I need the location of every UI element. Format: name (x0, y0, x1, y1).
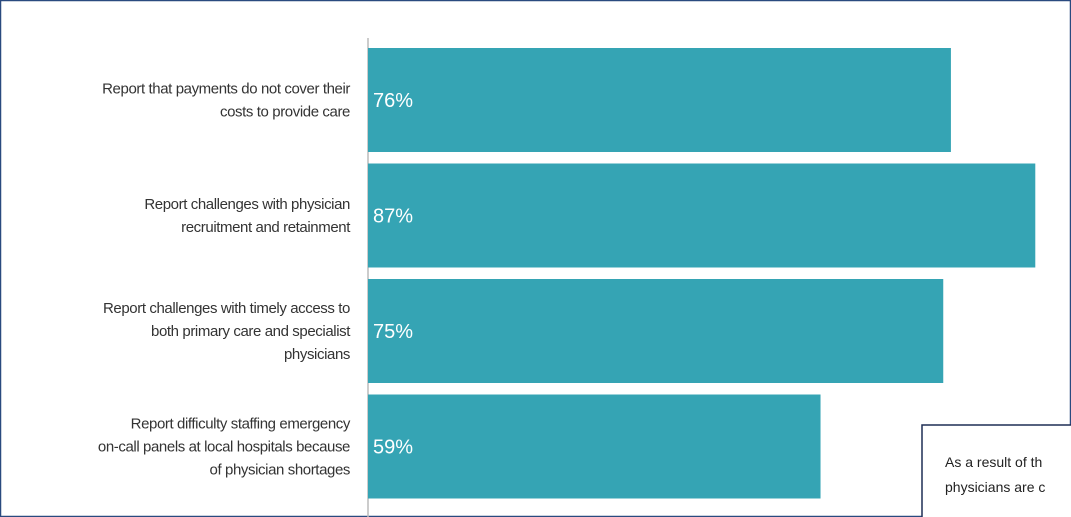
bar (368, 163, 1036, 268)
value-label: 59% (373, 437, 413, 459)
category-label: Report challenges with physician (144, 196, 350, 213)
annotation-text: As a result of th (945, 454, 1042, 470)
category-label: Report that payments do not cover their (102, 81, 350, 98)
bar (368, 48, 951, 152)
annotation-box (921, 424, 1071, 517)
value-label: 87% (373, 206, 413, 228)
value-label: 76% (373, 90, 413, 112)
category-label: costs to provide care (220, 104, 350, 121)
category-label: Report difficulty staffing emergency (131, 416, 351, 433)
category-label: both primary care and specialist (151, 323, 351, 340)
category-label: recruitment and retainment (181, 219, 351, 236)
category-label: of physician shortages (210, 462, 350, 479)
value-label: 75% (373, 321, 413, 343)
category-label: on-call panels at local hospitals becaus… (98, 439, 350, 456)
bar (368, 279, 944, 383)
category-label: Report challenges with timely access to (103, 300, 350, 317)
annotation-text: physicians are c (945, 479, 1045, 495)
category-label: physicians (284, 346, 350, 363)
bar (368, 394, 821, 499)
